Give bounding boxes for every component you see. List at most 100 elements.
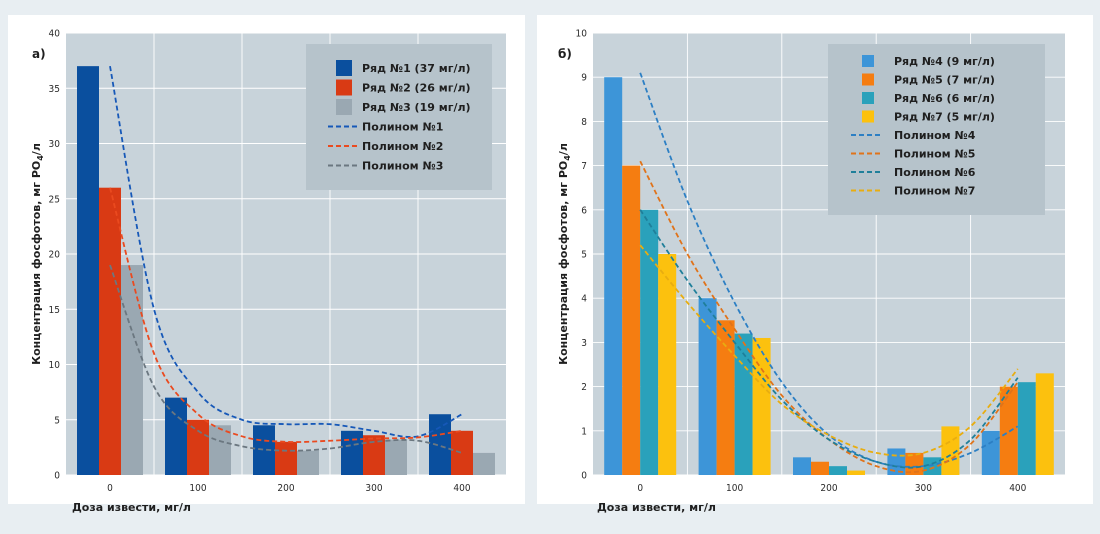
- bar-3-5: [473, 452, 495, 475]
- legend-swatch-1: [862, 55, 874, 67]
- bar-4-1: [658, 254, 677, 475]
- bar-1-3: [253, 425, 275, 475]
- y-tick-label: 25: [49, 194, 60, 205]
- trendline-1: [109, 65, 463, 438]
- bar-1-4: [887, 448, 906, 475]
- panel-label: а): [32, 47, 46, 61]
- bar-2-2: [187, 419, 209, 475]
- legend-box: [828, 44, 1045, 215]
- bar-4-5: [1035, 373, 1054, 475]
- legend-label-trend-2: Полином №2: [362, 140, 443, 153]
- y-axis-title: Концентрация фосфотов, мг PO4/л: [557, 143, 572, 365]
- y-tick-label: 5: [581, 250, 587, 261]
- bar-3-4: [923, 457, 942, 475]
- y-tick-label: 5: [54, 415, 60, 426]
- bar-3-1: [640, 209, 659, 476]
- legend-swatch-3: [336, 99, 352, 115]
- bar-2-1: [99, 187, 121, 475]
- y-tick-label: 9: [581, 73, 587, 84]
- legend-label-series-4: Ряд №7 (5 мг/л): [894, 111, 995, 124]
- trendline-2: [109, 187, 463, 443]
- x-tick-label: 300: [365, 483, 382, 494]
- legend-label-series-3: Ряд №3 (19 мг/л): [362, 101, 471, 114]
- bar-2-5: [451, 430, 473, 475]
- x-tick-label: 0: [107, 483, 113, 494]
- bar-3-1: [121, 265, 143, 475]
- x-axis-title: Доза извести, мг/л: [72, 501, 191, 514]
- y-tick-label: 1: [581, 426, 587, 437]
- bar-3-4: [385, 439, 407, 475]
- y-tick-label: 8: [581, 117, 587, 128]
- trendline-3: [109, 264, 463, 454]
- bar-1-1: [77, 66, 99, 476]
- x-tick-label: 300: [915, 483, 932, 494]
- y-tick-label: 35: [49, 84, 60, 95]
- y-tick-label: 3: [581, 338, 587, 349]
- y-tick-label: 7: [581, 161, 587, 172]
- legend-label-series-1: Ряд №1 (37 мг/л): [362, 62, 471, 75]
- y-tick-label: 15: [49, 305, 60, 316]
- bar-1-5: [981, 430, 1000, 475]
- bar-2-1: [622, 165, 641, 475]
- legend-label-trend-4: Полином №7: [894, 185, 975, 198]
- y-tick-label: 2: [581, 382, 587, 393]
- y-tick-label: 10: [576, 29, 588, 40]
- legend-label-series-2: Ряд №5 (7 мг/л): [894, 74, 995, 87]
- y-tick-label: 30: [49, 139, 61, 150]
- bar-3-2: [209, 425, 231, 475]
- panel-label: б): [558, 47, 572, 61]
- y-tick-label: 10: [49, 360, 61, 371]
- legend-label-series-3: Ряд №6 (6 мг/л): [894, 92, 995, 105]
- legend-label-series-1: Ряд №4 (9 мг/л): [894, 55, 995, 68]
- bar-2-4: [905, 452, 924, 475]
- x-tick-label: 100: [726, 483, 743, 494]
- y-tick-label: 6: [581, 205, 587, 216]
- legend: Ряд №4 (9 мг/л) Ряд №5 (7 мг/л) Ряд №6 (6 …: [828, 44, 1045, 215]
- x-tick-label: 0: [637, 483, 643, 494]
- legend-swatch-2: [336, 79, 352, 96]
- bar-3-3: [297, 450, 319, 475]
- y-tick-label: 0: [581, 471, 587, 482]
- x-tick-label: 100: [189, 483, 206, 494]
- y-tick-label: 40: [49, 29, 61, 40]
- trendline-4: [639, 244, 1019, 457]
- legend-label-series-2: Ряд №2 (26 мг/л): [362, 82, 471, 95]
- legend-label-trend-3: Полином №3: [362, 160, 443, 173]
- legend-swatch-2: [862, 73, 874, 86]
- bar-4-3: [847, 470, 865, 475]
- bar-3-5: [1017, 382, 1036, 475]
- legend-label-trend-2: Полином №5: [894, 148, 975, 161]
- legend: Ряд №1 (37 мг/л) Ряд №2 (26 мг/л) Ряд №3 (…: [306, 44, 492, 190]
- legend-label-trend-1: Полином №4: [894, 129, 976, 142]
- legend-swatch-1: [336, 60, 352, 76]
- x-tick-label: 200: [820, 483, 837, 494]
- bar-2-3: [811, 461, 829, 475]
- bar-1-1: [604, 77, 623, 475]
- y-tick-label: 4: [581, 294, 587, 305]
- y-tick-label: 20: [49, 250, 61, 261]
- legend-label-trend-1: Полином №1: [362, 121, 443, 134]
- bar-2-2: [716, 320, 735, 475]
- legend-label-trend-3: Полином №6: [894, 166, 976, 179]
- x-tick-label: 400: [453, 483, 470, 494]
- bar-1-3: [793, 457, 811, 475]
- bar-1-4: [341, 430, 363, 475]
- bar-1-2: [165, 397, 187, 475]
- y-tick-label: 0: [54, 471, 60, 482]
- x-tick-label: 400: [1009, 483, 1026, 494]
- bar-2-3: [275, 441, 297, 475]
- legend-swatch-3: [862, 92, 874, 104]
- bar-3-3: [829, 466, 847, 475]
- x-tick-label: 200: [277, 483, 294, 494]
- y-axis-title: Концентрация фосфотов, мг PO4/л: [30, 143, 45, 365]
- bar-2-4: [363, 435, 385, 475]
- x-axis-title: Доза извести, мг/л: [597, 501, 716, 514]
- bar-1-5: [429, 414, 451, 475]
- legend-swatch-4: [862, 110, 874, 123]
- bar-1-2: [698, 298, 717, 475]
- bar-3-2: [734, 333, 753, 475]
